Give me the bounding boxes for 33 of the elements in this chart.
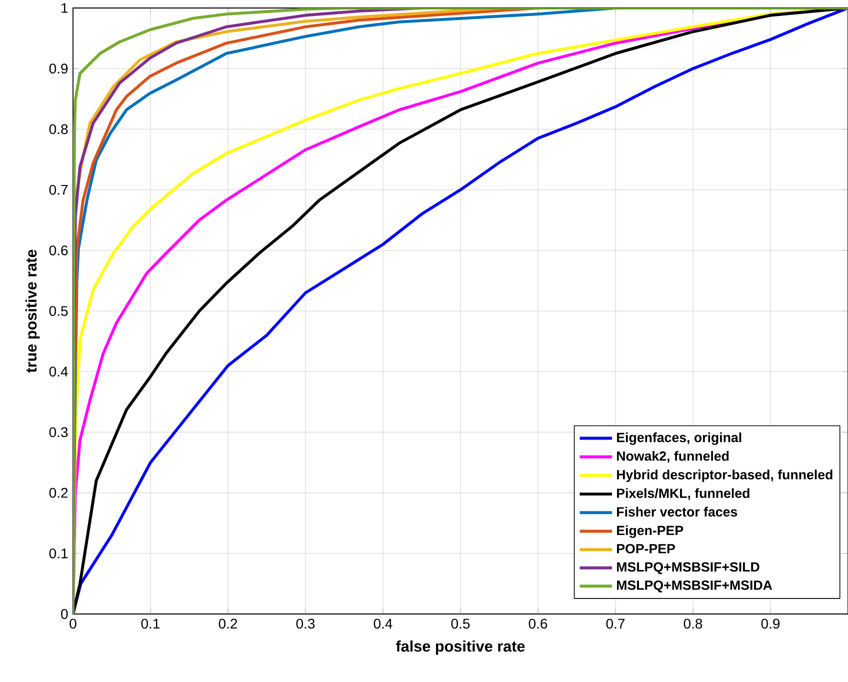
y-tick-label: 0.9 <box>49 64 68 74</box>
legend-label: Fisher vector faces <box>617 506 738 517</box>
legend-label: MSLPQ+MSBSIF+MSIDA <box>617 580 772 592</box>
x-tick-label: 0.6 <box>528 618 548 629</box>
y-tick-label: 0.7 <box>49 184 68 195</box>
legend-label: Hybrid descriptor-based, funneled <box>617 470 832 482</box>
y-tick-label: 0.5 <box>49 306 68 316</box>
y-tick-label: 0.8 <box>49 124 68 134</box>
y-tick-label: 0.4 <box>49 366 68 377</box>
x-tick-label: 0.4 <box>374 618 392 629</box>
x-tick-label: 0.9 <box>761 618 780 629</box>
x-axis-title: false positive rate <box>396 640 525 655</box>
y-tick-label: 0.3 <box>49 427 68 438</box>
y-tick-label: 0.6 <box>49 245 68 256</box>
y-tick-label: 0.2 <box>49 488 68 498</box>
x-tick-label: 0.1 <box>141 618 160 629</box>
y-tick-label: 1 <box>62 3 68 13</box>
y-tick-label: 0 <box>61 609 68 619</box>
legend-label: Eigen-PEP <box>617 525 684 538</box>
x-tick-label: 0.5 <box>451 618 470 629</box>
x-tick-label: 0.3 <box>296 618 315 629</box>
legend-label: Pixels/MKL, funneled <box>617 488 750 500</box>
legend-label: POP-PEP <box>617 544 675 554</box>
legend-label: Eigenfaces, original <box>617 432 742 445</box>
legend-label: Nowak2, funneled <box>617 451 729 463</box>
x-tick-label: 0 <box>70 618 76 629</box>
x-tick-label: 0.7 <box>606 618 625 629</box>
x-tick-label: 0.8 <box>684 618 702 629</box>
y-axis-title: true positive rate <box>25 250 40 373</box>
line-series <box>73 8 848 614</box>
x-tick-label: 0.2 <box>218 618 238 629</box>
y-tick-label: 0.1 <box>49 548 68 558</box>
legend-label: MSLPQ+MSBSIF+SILD <box>617 562 760 574</box>
